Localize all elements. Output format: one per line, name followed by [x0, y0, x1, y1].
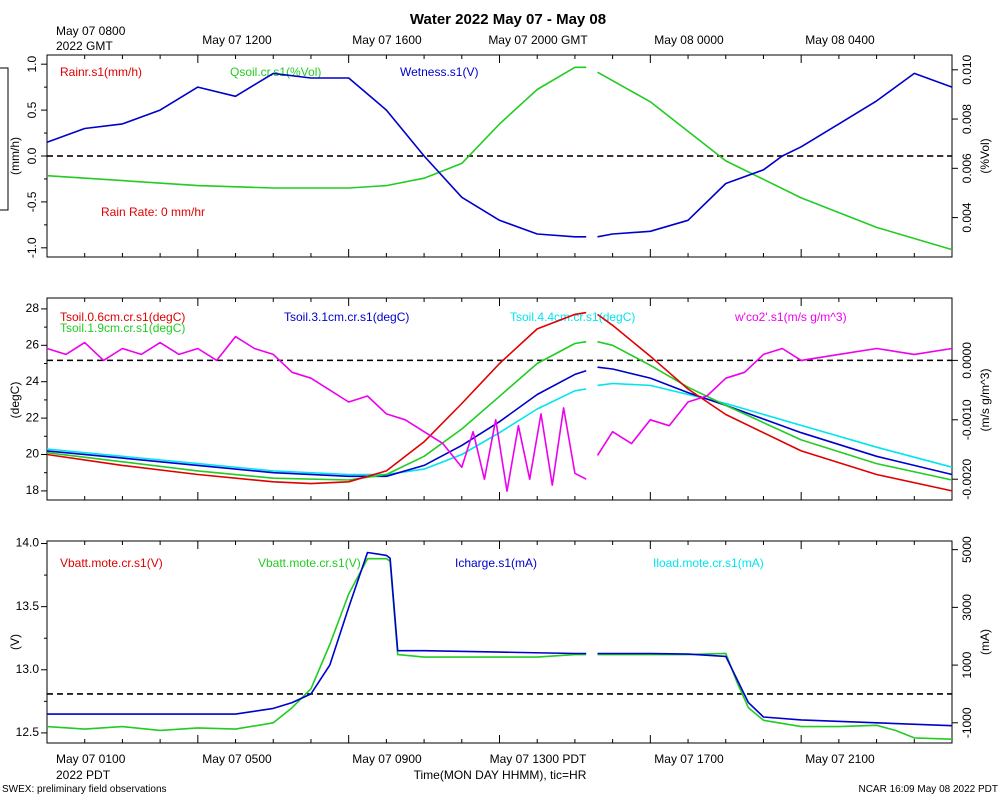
right-axis-tick-label: -1000 [960, 707, 974, 738]
panel-3-legend-vbatt-green: Vbatt.mote.cr.s1(V) [258, 556, 361, 570]
panel-1-legend-rainr: Rainr.s1(mm/h) [60, 65, 142, 79]
left-axis-tick-label: 0.5 [25, 101, 39, 118]
panel-3-right-axis-label: (mA) [978, 629, 992, 655]
right-axis-tick-label: -0.0010 [960, 399, 974, 440]
left-axis-tick-label: 12.5 [16, 725, 40, 739]
series-line [597, 652, 953, 740]
panel-3-left-axis-label: (V) [8, 634, 22, 650]
left-axis-tick-label: 20 [26, 447, 40, 461]
bottom-axis-label: May 07 1300 PDT [490, 752, 587, 766]
series-line [597, 340, 953, 481]
series-line [46, 370, 587, 478]
left-axis-tick-label: -1.0 [25, 237, 39, 258]
series-line [597, 72, 953, 238]
left-axis-tick-label: -0.5 [25, 191, 39, 212]
right-axis-tick-label: -0.0020 [960, 459, 974, 500]
panel-1-annotation: Rain Rate: 0 mm/hr [101, 205, 205, 219]
series-line [46, 557, 587, 732]
panel-1-left-axis-label: (mm/h) [8, 137, 22, 175]
panel-2-right-axis-label: (m/s g/m^3) [978, 369, 992, 432]
series-line [597, 652, 953, 727]
series-line [46, 66, 587, 189]
bottom-axis-corner-line1: May 07 0100 [56, 752, 126, 766]
right-axis-tick-label: 0.008 [960, 104, 974, 134]
bottom-axis-label: May 07 2100 [805, 752, 875, 766]
left-axis-tick-label: 22 [26, 410, 40, 424]
panel-3-frame [46, 540, 953, 744]
series-line [46, 311, 587, 485]
series-line [46, 388, 587, 476]
right-axis-tick-label: 3000 [960, 594, 974, 621]
panel-2-legend-wco2: w'co2'.s1(m/s g/m^3) [734, 310, 847, 324]
left-axis-tick-label: 13.5 [16, 599, 40, 613]
series-line [596, 347, 953, 456]
right-axis-tick-label: 1000 [960, 651, 974, 678]
series-line [47, 551, 587, 715]
right-axis-tick-label: 0.010 [960, 54, 974, 84]
top-axis-corner-line1: May 07 0800 [56, 24, 126, 38]
top-axis-label: May 07 1600 [352, 33, 422, 47]
left-axis-tick-label: 0.0 [25, 147, 39, 164]
chart-title: Water 2022 May 07 - May 08 [410, 11, 606, 28]
left-axis-tick-label: 1.0 [25, 56, 39, 73]
series-line [46, 335, 587, 492]
panel-3-legend-vbatt-red: Vbatt.mote.cr.s1(V) [60, 556, 163, 570]
left-axis-tick-label: 26 [26, 337, 40, 351]
bottom-axis-label: May 07 0500 [202, 752, 272, 766]
series-line [46, 72, 587, 238]
panel-2-legend-tsoil31: Tsoil.3.1cm.cr.s1(degC) [284, 310, 409, 324]
left-axis-tick-label: 24 [26, 374, 40, 388]
top-axis-corner-line2: 2022 GMT [56, 39, 113, 53]
bottom-axis-label: May 07 1700 [654, 752, 724, 766]
left-axis-tick-label: 18 [26, 483, 40, 497]
chart-marks: -1.0 -0.5 0.0 0.5 1.0 0.004 0.006 0.008 0.010 18 2… [16, 54, 974, 743]
panel-2-legend-tsoil06: Tsoil.0.6cm.cr.s1(degC) [60, 310, 185, 324]
series-line [597, 382, 953, 468]
footer-left: SWEX: preliminary field observations [2, 784, 167, 795]
panel-1-right-axis-label: (%Vol) [978, 138, 992, 173]
right-axis-tick-label: 0.0000 [960, 342, 974, 379]
left-axis-tick-label: 13.0 [16, 662, 40, 676]
left-axis-tick-label: 28 [26, 301, 40, 315]
bottom-axis-corner-line2: 2022 PDT [56, 768, 111, 782]
series-line [46, 340, 587, 481]
right-axis-tick-label: 0.006 [960, 153, 974, 183]
top-axis-label: May 08 0400 [805, 33, 875, 47]
footer-right: NCAR 16:09 May 08 2022 PDT [858, 784, 998, 795]
right-axis-tick-label: 0.004 [960, 202, 974, 232]
panel-2-legend-tsoil44: Tsoil.4.4cm.cr.s1(degC) [510, 310, 635, 324]
series-line [597, 71, 953, 251]
series-line [597, 313, 953, 492]
panel-3-legend-iload: Iload.mote.cr.s1(mA) [653, 556, 764, 570]
panel-1-legend-wetness: Wetness.s1(V) [400, 65, 478, 79]
right-axis-tick-label: 5000 [960, 536, 974, 563]
top-axis-label: May 07 2000 GMT [488, 33, 588, 47]
series-line [597, 366, 953, 476]
top-axis-label: May 08 0000 [654, 33, 724, 47]
top-axis-label: May 07 1200 [202, 33, 272, 47]
panel-2-left-axis-label: (degC) [8, 382, 22, 419]
left-axis-tick-label: 14.0 [16, 536, 40, 550]
panel-1-side-bracket [0, 67, 9, 211]
panel-3-legend-icharge: Icharge.s1(mA) [455, 556, 537, 570]
panel-1-legend-qsoil: Qsoil.cr.s1(%Vol) [230, 65, 321, 79]
bottom-axis-label: May 07 0900 [352, 752, 422, 766]
x-axis-title: Time(MON DAY HHMM), tic=HR [414, 768, 587, 782]
panel-2-legend-tsoil19: Tsoil.1.9cm.cr.s1(degC) [60, 321, 185, 335]
